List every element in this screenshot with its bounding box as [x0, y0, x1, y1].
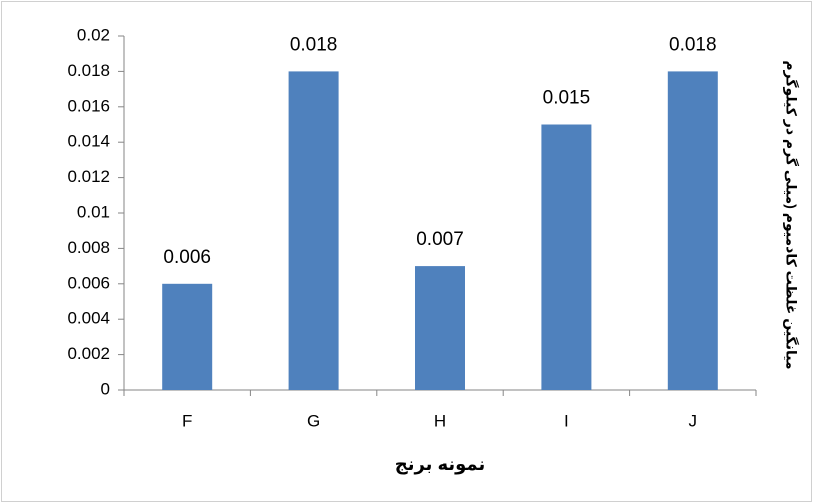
bar: [541, 124, 592, 390]
y-tick-label: 0.004: [67, 309, 110, 328]
x-tick-label: I: [564, 411, 569, 430]
y-tick-label: 0.01: [77, 202, 110, 221]
data-label: 0.018: [669, 34, 717, 55]
y-tick-label: 0.014: [67, 132, 110, 151]
y-tick-label: 0.02: [77, 25, 110, 44]
data-label: 0.006: [163, 247, 211, 268]
bar: [667, 71, 718, 391]
x-tick-label: G: [307, 411, 320, 430]
y-tick-label: 0.006: [67, 273, 110, 292]
y-tick-label: 0.008: [67, 238, 110, 257]
x-tick-label: F: [182, 411, 192, 430]
y-tick-label: 0.016: [67, 96, 110, 115]
bar: [162, 283, 213, 390]
y-axis-label: میانگین غلظت کادمیوم (میلی گرم در کیلوگر…: [782, 60, 799, 369]
bar: [415, 266, 465, 390]
y-tick-label: 0.012: [67, 167, 110, 186]
y-tick-label: 0.002: [67, 344, 110, 363]
y-tick-label: 0.018: [67, 61, 110, 80]
x-tick-label: J: [689, 411, 698, 430]
x-axis-label: نمونه برنج: [395, 454, 485, 475]
data-label: 0.007: [416, 229, 464, 250]
bar: [288, 71, 339, 391]
data-label: 0.015: [543, 88, 591, 109]
x-tick-label: H: [434, 411, 446, 430]
y-tick-label: 0: [101, 379, 110, 398]
data-label: 0.018: [290, 34, 338, 55]
